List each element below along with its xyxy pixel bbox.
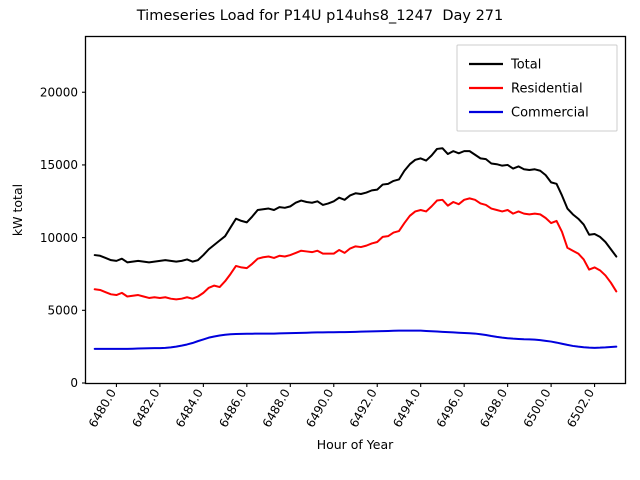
y-tick-label: 0 (70, 376, 78, 390)
x-tick-label: 6490.0 (303, 387, 336, 430)
y-axis-tick-labels: 0 5000 10000 15000 20000 (40, 85, 78, 390)
y-tick-label: 15000 (40, 158, 78, 172)
legend-label-total: Total (510, 58, 541, 73)
x-tick-label: 6502.0 (564, 387, 597, 430)
axes-frame (84, 35, 627, 385)
series-line-commercial (93, 329, 618, 350)
x-axis-label: Hour of Year (317, 437, 394, 452)
y-tick-label: 10000 (40, 231, 78, 245)
chart-title: Timeseries Load for P14U p14uhs8_1247 Da… (136, 8, 504, 24)
x-tick-label: 6482.0 (129, 387, 162, 430)
legend-label-commercial: Commercial (511, 106, 589, 121)
chart-legend: Total Residential Commercial (456, 44, 618, 132)
legend-frame (456, 44, 618, 132)
series-line-residential (93, 197, 618, 301)
x-tick-label: 6492.0 (347, 387, 380, 430)
x-axis-tick-labels: 6480.0 6482.0 6484.0 6486.0 6488.0 6490.0 6492… (86, 387, 597, 430)
y-tick-label: 20000 (40, 85, 78, 99)
legend-label-residential: Residential (511, 82, 583, 97)
x-tick-label: 6484.0 (173, 387, 206, 430)
x-tick-label: 6494.0 (390, 387, 423, 430)
x-tick-label: 6498.0 (477, 387, 510, 430)
series-lines-group (93, 147, 618, 350)
series-line-total (93, 147, 618, 264)
x-tick-label: 6488.0 (260, 387, 293, 430)
x-tick-label: 6500.0 (521, 387, 554, 430)
y-tick-label: 5000 (47, 304, 78, 318)
x-tick-label: 6480.0 (86, 387, 119, 430)
x-tick-label: 6486.0 (216, 387, 249, 430)
x-tick-label: 6496.0 (434, 387, 467, 430)
y-axis-label: kW total (10, 184, 25, 236)
